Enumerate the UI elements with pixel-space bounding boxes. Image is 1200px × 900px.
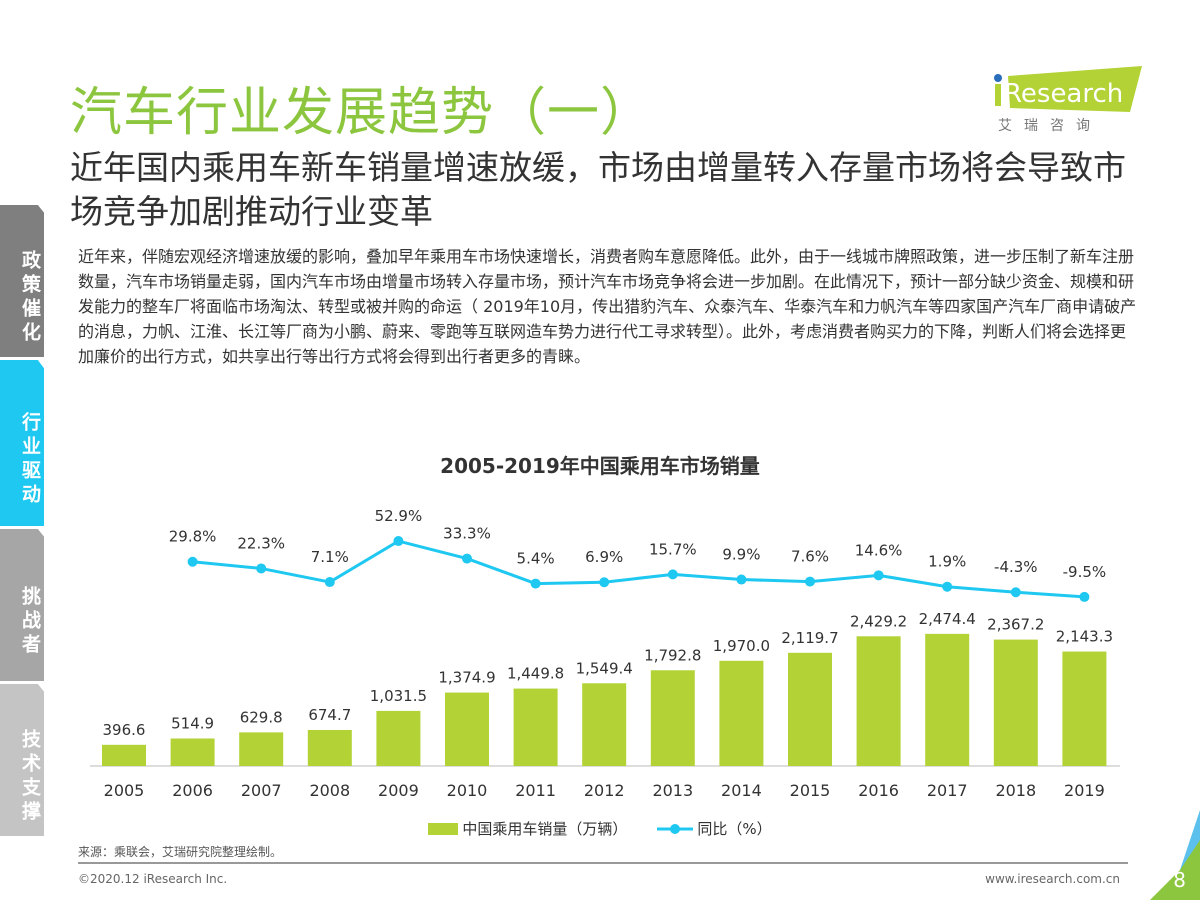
yoy-label: 52.9% [375, 507, 423, 525]
yoy-label: 5.4% [517, 550, 555, 568]
yoy-line [192, 539, 1085, 599]
x-tick-label: 2014 [721, 781, 762, 800]
bar-label: 1,374.9 [438, 669, 495, 687]
legend-sales: 中国乘用车销量（万辆） [428, 818, 627, 839]
bar [307, 729, 352, 766]
yoy-label: 1.9% [928, 553, 966, 571]
svg-text:艾瑞咨询: 艾瑞咨询 [998, 118, 1102, 134]
bar [993, 639, 1038, 766]
bar-label: 2,367.2 [987, 616, 1044, 634]
yoy-label: 7.1% [311, 548, 349, 566]
bar-label: 1,549.4 [576, 659, 633, 677]
bar-label: 1,792.8 [644, 646, 701, 664]
svg-text:Research: Research [1004, 79, 1123, 109]
sidebar-item-tech-support[interactable]: 技术支撑 [0, 684, 44, 836]
yoy-label: 9.9% [722, 546, 760, 564]
bar-label: 396.6 [103, 721, 146, 739]
x-tick-label: 2010 [447, 781, 488, 800]
bar [856, 636, 901, 766]
legend-line-swatch [657, 823, 694, 834]
bar [102, 744, 146, 766]
yoy-label: 15.7% [649, 540, 697, 558]
yoy-point [187, 556, 198, 567]
website-link[interactable]: www.iresearch.com.cn [985, 872, 1120, 886]
copyright: ©2020.12 iResearch Inc. [78, 872, 228, 886]
bar [1062, 651, 1107, 766]
yoy-label: 29.8% [169, 528, 217, 546]
yoy-label: 14.6% [855, 541, 903, 559]
bar-label: 2,474.4 [919, 610, 976, 628]
chart-title: 2005-2019年中国乘用车市场销量 [440, 454, 760, 478]
bar [445, 692, 489, 766]
yoy-point [667, 569, 678, 580]
yoy-point [873, 570, 884, 581]
bar [788, 652, 832, 766]
x-tick-label: 2013 [652, 781, 693, 800]
bar [582, 683, 627, 766]
yoy-point [1010, 587, 1021, 598]
x-tick-label: 2018 [995, 781, 1036, 800]
yoy-point [256, 563, 267, 574]
x-tick-label: 2011 [515, 781, 556, 800]
bar-label: 1,970.0 [713, 637, 770, 655]
chart-legend: 中国乘用车销量（万辆） 同比（%） [0, 818, 1200, 839]
x-tick-label: 2006 [172, 781, 213, 800]
yoy-point [393, 536, 404, 547]
x-tick-label: 2009 [378, 781, 419, 800]
bar-label: 2,429.2 [850, 612, 907, 630]
x-tick-label: 2015 [790, 781, 831, 800]
bar-label: 629.8 [240, 708, 283, 726]
yoy-label: 33.3% [443, 525, 491, 543]
bar [925, 633, 970, 766]
bar [239, 732, 284, 766]
page-title: 汽车行业发展趋势（一） [70, 83, 654, 143]
body-text: 近年来，伴随宏观经济增速放缓的影响，叠加早年乘用车市场快速增长，消费者购车意愿降… [78, 247, 1137, 366]
yoy-point [805, 576, 815, 587]
x-tick-label: 2008 [309, 781, 350, 800]
page-number: 8 [1173, 868, 1186, 892]
yoy-point [599, 577, 610, 588]
source-note: 来源：乘联会，艾瑞研究院整理绘制。 [78, 845, 283, 859]
footer-divider [78, 862, 1128, 864]
sidebar-item-policy[interactable]: 政策催化 [0, 205, 44, 357]
sales-chart: 396.6 2005 514.9 2006 629.8 2007 674.7 2008 1,03… [90, 507, 1120, 800]
yoy-point [462, 553, 472, 564]
yoy-label: 22.3% [237, 534, 285, 552]
iresearch-logo: Research 艾瑞咨询 [990, 64, 1150, 134]
yoy-point [530, 578, 541, 589]
yoy-label: -9.5% [1063, 563, 1107, 581]
x-tick-label: 2019 [1064, 781, 1105, 800]
bar [376, 710, 421, 766]
x-tick-label: 2012 [584, 781, 625, 800]
bar [513, 688, 558, 766]
bar-label: 1,031.5 [370, 687, 427, 705]
bar [650, 670, 695, 766]
x-tick-label: 2007 [241, 781, 282, 800]
bar-label: 514.9 [171, 715, 214, 733]
bar-label: 674.7 [308, 706, 351, 724]
yoy-label: 6.9% [585, 548, 623, 566]
page-subtitle: 近年国内乘用车新车销量增速放缓，市场由增量转入存量市场将会导致市场竞争加剧推动行… [70, 148, 1126, 231]
bar-label: 1,449.8 [507, 665, 564, 683]
bar [719, 660, 764, 766]
legend-bar-swatch [428, 822, 459, 835]
x-tick-label: 2005 [104, 781, 145, 800]
corner-decoration [1150, 810, 1200, 900]
legend-sales-label: 中国乘用车销量（万辆） [462, 820, 628, 838]
yoy-point [942, 581, 953, 592]
yoy-label: 7.6% [791, 548, 829, 566]
bar-label: 2,119.7 [781, 629, 838, 647]
sidebar-item-challenger[interactable]: 挑战者 [0, 529, 44, 681]
legend-yoy: 同比（%） [657, 818, 772, 839]
x-tick-label: 2017 [927, 781, 968, 800]
legend-yoy-label: 同比（%） [697, 820, 772, 838]
bar [170, 738, 215, 766]
sidebar-item-industry-driver[interactable]: 行业驱动 [0, 360, 44, 526]
yoy-point [324, 577, 335, 588]
yoy-point [736, 574, 747, 585]
yoy-label: -4.3% [994, 558, 1038, 576]
yoy-point [1079, 591, 1090, 602]
bar-label: 2,143.3 [1056, 628, 1113, 646]
x-tick-label: 2016 [858, 781, 899, 800]
